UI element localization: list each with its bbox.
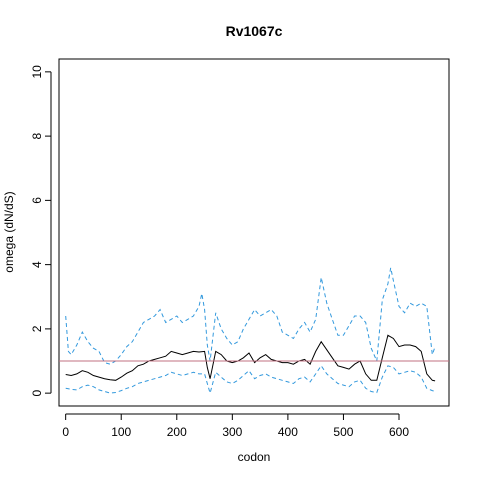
ticks-layer: 0 100 200 300 400 500 600 0 2 4 6 8 10 — [30, 65, 409, 439]
lower-bound-line — [65, 364, 436, 395]
x-tick-label: 200 — [167, 425, 187, 439]
chart-title: Rv1067c — [226, 23, 283, 39]
x-tick-label: 500 — [333, 425, 353, 439]
y-tick-label: 0 — [30, 389, 44, 396]
y-tick-label: 10 — [30, 65, 44, 79]
y-tick-label: 4 — [30, 261, 44, 268]
y-tick-label: 8 — [30, 132, 44, 139]
data-layer — [59, 267, 449, 395]
x-axis-label: codon — [238, 450, 271, 464]
y-axis-label: omega (dN/dS) — [2, 191, 16, 272]
plot-frame — [58, 58, 450, 407]
upper-bound-line — [65, 267, 436, 365]
omega-estimate-line — [65, 334, 436, 382]
x-tick-label: 600 — [389, 425, 409, 439]
x-tick-label: 100 — [111, 425, 131, 439]
x-tick-label: 300 — [222, 425, 242, 439]
y-tick-label: 6 — [30, 197, 44, 204]
y-tick-label: 2 — [30, 325, 44, 332]
x-tick-label: 0 — [62, 425, 69, 439]
x-tick-label: 400 — [278, 425, 298, 439]
